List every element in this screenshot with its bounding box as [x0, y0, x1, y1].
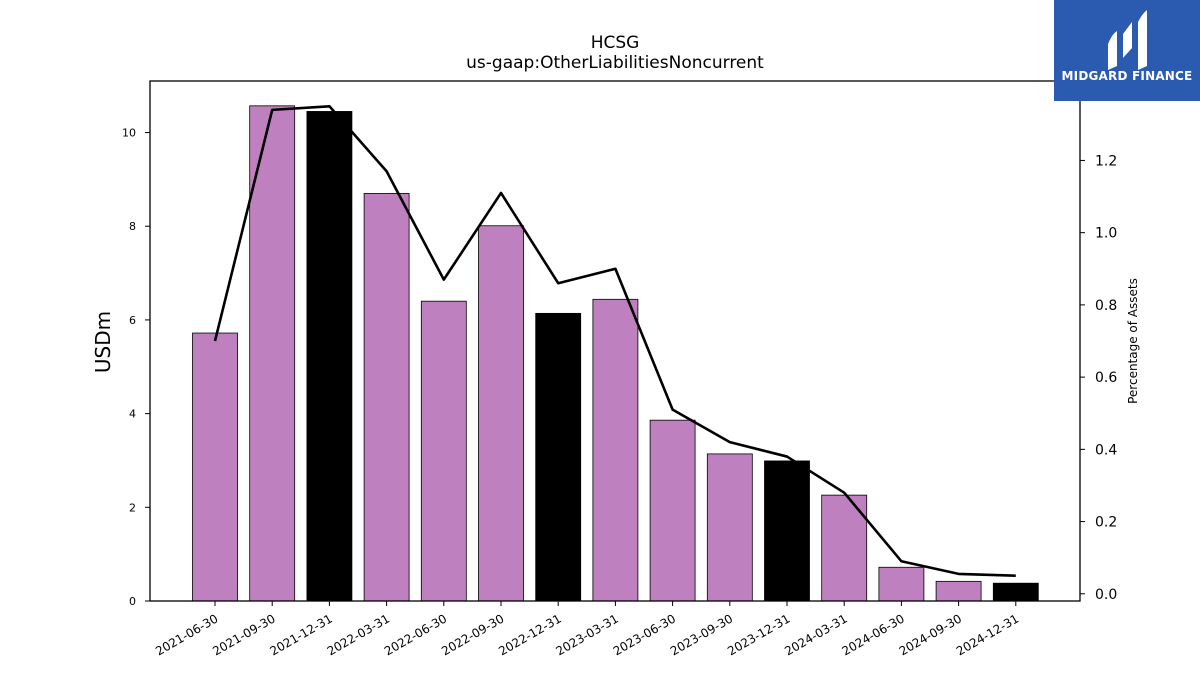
x-tick-label: 2021-06-30: [153, 611, 220, 658]
bar: [363, 193, 410, 602]
x-tick-label: 2024-12-31: [954, 611, 1021, 658]
logo-mark-icon: [1108, 10, 1147, 70]
bar: [992, 582, 1039, 602]
x-tick-label: 2023-09-30: [668, 611, 735, 658]
bar: [535, 312, 582, 602]
y-tick-label: 2: [129, 501, 136, 514]
x-tick-label: 2023-03-31: [553, 611, 620, 658]
x-tick-label: 2021-12-31: [267, 611, 334, 658]
y2-tick-label: 0.2: [1095, 515, 1117, 531]
x-tick-label: 2022-06-30: [382, 611, 449, 658]
x-tick-label: 2024-09-30: [897, 611, 964, 658]
y2-tick-label: 1.2: [1095, 153, 1117, 169]
x-tick-label: 2023-06-30: [611, 611, 678, 658]
bar: [821, 494, 868, 602]
y2-axis-label: Percentage of Assets: [1126, 278, 1140, 404]
bar: [420, 300, 467, 602]
y-tick-label: 0: [129, 595, 136, 608]
bar: [878, 566, 925, 602]
y2-tick-label: 1.0: [1095, 226, 1117, 242]
bar: [592, 298, 639, 602]
bar: [249, 105, 296, 602]
y-tick-label: 8: [129, 220, 136, 233]
x-tick-label: 2022-12-31: [496, 611, 563, 658]
x-tick-label: 2024-06-30: [839, 611, 906, 658]
logo-text: MIDGARD FINANCE: [1061, 69, 1193, 83]
chart-title: HCSG: [590, 33, 640, 53]
y-tick-label: 4: [129, 408, 136, 421]
bar: [649, 419, 696, 602]
bar: [306, 111, 353, 602]
x-tick-label: 2024-03-31: [782, 611, 849, 658]
y-axis-label: USDm: [91, 311, 115, 373]
y-tick-label: 10: [122, 127, 136, 140]
y2-tick-label: 0.8: [1095, 298, 1117, 314]
y2-tick-label: 0.0: [1095, 587, 1117, 603]
bar: [935, 580, 982, 602]
bar: [706, 453, 753, 602]
bar: [764, 460, 810, 602]
y2-tick-label: 0.6: [1095, 370, 1117, 386]
x-tick-label: 2022-03-31: [325, 611, 392, 658]
y-tick-label: 6: [129, 314, 136, 327]
y2-tick-label: 0.4: [1095, 442, 1117, 458]
brand-logo: MIDGARD FINANCE: [1054, 0, 1200, 101]
x-tick-label: 2021-09-30: [210, 611, 277, 658]
chart-subtitle: us-gaap:OtherLiabilitiesNoncurrent: [466, 53, 764, 73]
x-tick-label: 2023-12-31: [725, 611, 792, 658]
bar: [478, 225, 524, 602]
x-tick-label: 2022-09-30: [439, 611, 506, 658]
bar: [192, 332, 238, 602]
percentage-line: [213, 104, 1016, 578]
